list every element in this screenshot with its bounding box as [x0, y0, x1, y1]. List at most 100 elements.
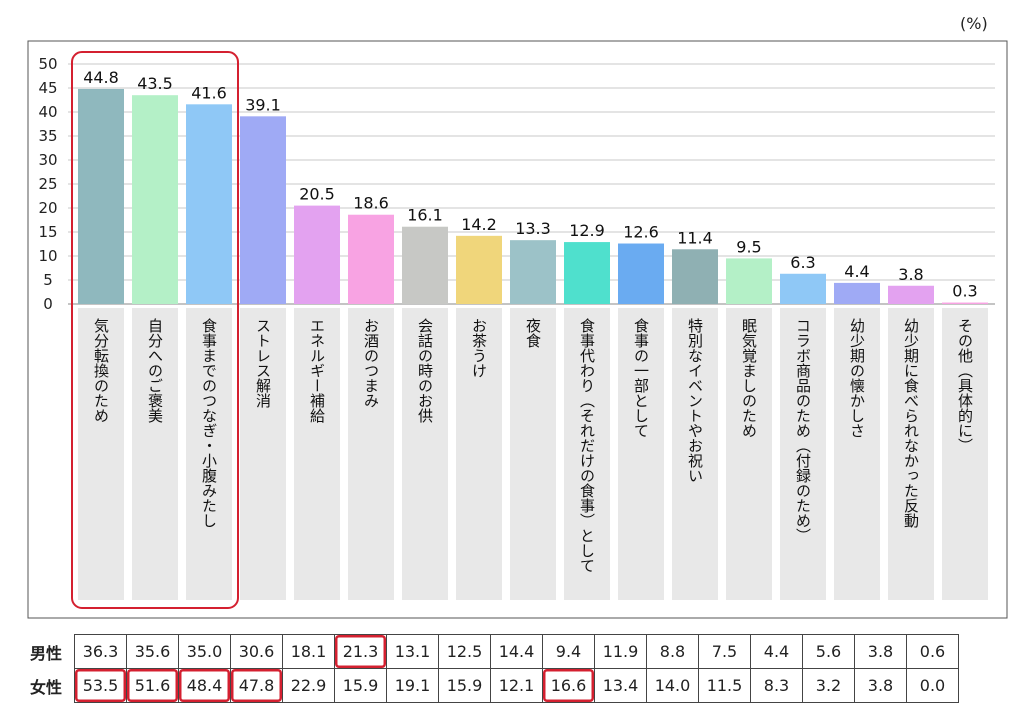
bar-value-label: 13.3 [515, 219, 551, 238]
bar [132, 95, 178, 304]
bar [456, 235, 502, 304]
bar [510, 240, 556, 304]
bar [78, 88, 124, 305]
category-label-band [132, 308, 178, 600]
category-label-band [564, 308, 610, 600]
table-cell: 53.5 [74, 668, 127, 703]
table-cell: 51.6 [126, 668, 179, 703]
x-category-label: お茶うけ [470, 318, 488, 378]
bar-value-label: 0.3 [952, 282, 977, 301]
category-label-band [456, 308, 502, 600]
table-cell: 22.9 [282, 668, 335, 703]
x-category-label: 眠気覚ましのため [740, 318, 758, 438]
x-category-label: 特別なイベントやお祝い [686, 318, 704, 483]
unit-label: (%) [960, 14, 988, 33]
table-cell: 36.3 [74, 634, 127, 669]
row-label: 女性 [30, 677, 63, 697]
table-cell: 48.4 [178, 668, 231, 703]
bar [780, 273, 826, 304]
table-cell: 18.1 [282, 634, 335, 669]
bar [942, 302, 988, 304]
bar-value-label: 44.8 [83, 68, 119, 87]
table-cell: 5.6 [802, 634, 855, 669]
bar-value-label: 41.6 [191, 83, 227, 102]
y-tick-label: 50 [38, 55, 57, 73]
category-label-band [888, 308, 934, 600]
category-label-band [618, 308, 664, 600]
category-label-band [672, 308, 718, 600]
category-label-band [402, 308, 448, 600]
y-tick-label: 5 [43, 271, 53, 289]
bar-value-label: 4.4 [844, 262, 869, 281]
table-cell: 35.0 [178, 634, 231, 669]
y-tick-label: 45 [38, 79, 57, 97]
table-cell: 15.9 [438, 668, 491, 703]
table-cell: 3.8 [854, 634, 907, 669]
table-cell: 8.8 [646, 634, 699, 669]
table-cell: 11.5 [698, 668, 751, 703]
bar [294, 205, 340, 304]
bar-value-label: 14.2 [461, 215, 497, 234]
table-cell: 19.1 [386, 668, 439, 703]
x-category-label: 食事の一部として [632, 318, 650, 438]
x-category-label: 気分転換のため [92, 318, 110, 423]
bar-value-label: 3.8 [898, 265, 923, 284]
y-tick-label: 40 [38, 103, 57, 121]
bar-value-label: 6.3 [790, 253, 815, 272]
x-category-label: 幼少期に食べられなかった反動 [902, 318, 920, 529]
category-label-band [780, 308, 826, 600]
bar-value-label: 43.5 [137, 74, 173, 93]
x-category-label: その他（具体的に） [956, 318, 974, 453]
table-cell: 47.8 [230, 668, 283, 703]
category-label-band [942, 308, 988, 600]
table-cell: 4.4 [750, 634, 803, 669]
category-label-band [510, 308, 556, 600]
bar [564, 242, 610, 304]
table-cell: 12.1 [490, 668, 543, 703]
row-label: 男性 [30, 643, 63, 663]
table-cell: 12.5 [438, 634, 491, 669]
table-cell: 0.6 [906, 634, 959, 669]
bar [888, 285, 934, 304]
bar-value-label: 12.9 [569, 221, 605, 240]
x-category-label: 食事代わり（それだけの食事）として [578, 318, 596, 573]
bar [726, 258, 772, 304]
y-tick-label: 20 [38, 199, 57, 217]
table-cell: 0.0 [906, 668, 959, 703]
y-tick-label: 25 [38, 175, 57, 193]
bar [240, 116, 286, 304]
y-tick-label: 35 [38, 127, 57, 145]
table-cell: 30.6 [230, 634, 283, 669]
table-cell: 8.3 [750, 668, 803, 703]
bar [402, 226, 448, 304]
x-category-label: ストレス解消 [254, 318, 272, 409]
table-cell: 15.9 [334, 668, 387, 703]
x-category-label: コラボ商品のため（付録のため） [794, 318, 812, 543]
category-label-band [186, 308, 232, 600]
table-row: 男性 36.3 35.6 35.0 30.6 18.1 21.3 13.1 12.5 14.4 9.… [30, 634, 959, 669]
x-category-label: 自分へのご褒美 [146, 318, 164, 423]
bar [186, 104, 232, 304]
bar [618, 243, 664, 304]
x-category-label: エネルギー補給 [308, 318, 326, 423]
bar-value-label: 12.6 [623, 223, 659, 242]
table-cell: 21.3 [334, 634, 387, 669]
x-category-label: 幼少期の懐かしさ [848, 318, 866, 438]
bar-value-label: 39.1 [245, 95, 281, 114]
category-label-band [726, 308, 772, 600]
highlight-box [71, 51, 239, 609]
table-cell: 13.4 [594, 668, 647, 703]
x-category-label: 夜食 [524, 318, 542, 348]
bar [348, 214, 394, 304]
table-row: 女性 53.5 51.6 48.4 47.8 22.9 15.9 19.1 15.9 12.1 16… [30, 668, 959, 703]
y-tick-label: 30 [38, 151, 57, 169]
x-category-label: 会話の時のお供 [416, 318, 434, 423]
table-cell: 13.1 [386, 634, 439, 669]
x-category-label: お酒のつまみ [362, 318, 380, 408]
table-cell: 3.2 [802, 668, 855, 703]
category-label-band [348, 308, 394, 600]
gender-breakdown-table: 男性 36.3 35.6 35.0 30.6 18.1 21.3 13.1 12.5 14.4 9.… [30, 634, 959, 703]
category-label-band [834, 308, 880, 600]
bar-chart: 0 5 10 15 20 25 30 35 40 45 50 44.8 気分転換のため 43.5 自分へのご… [27, 40, 1008, 619]
bar [672, 249, 718, 304]
